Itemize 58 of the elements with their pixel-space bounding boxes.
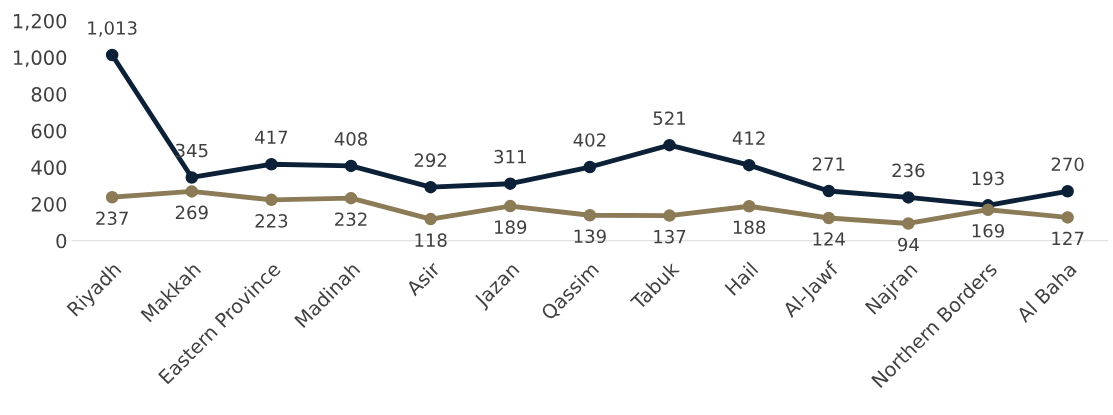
data-label: 118 — [415, 233, 447, 247]
data-label: 94 — [898, 237, 919, 252]
point — [583, 160, 597, 174]
point — [424, 212, 437, 226]
point — [583, 208, 597, 222]
point — [1061, 211, 1074, 224]
point — [185, 185, 199, 198]
point — [902, 191, 915, 204]
y-tick-label: 400 — [31, 160, 67, 176]
data-label: 139 — [574, 229, 606, 244]
point — [504, 199, 517, 213]
y-tick-label: 1,000 — [13, 50, 67, 68]
data-label: 193 — [972, 171, 1004, 186]
point — [265, 158, 278, 171]
point — [822, 184, 836, 198]
data-label: 127 — [1052, 231, 1084, 246]
data-label: 271 — [812, 157, 845, 171]
data-label: 137 — [654, 229, 686, 244]
data-label: 189 — [495, 220, 527, 234]
y-tick-label: 0 — [56, 233, 67, 249]
point — [663, 209, 676, 222]
data-label: 236 — [892, 163, 925, 178]
y-tick-label: 1,200 — [13, 13, 67, 31]
y-tick-label: 600 — [31, 123, 67, 139]
point — [663, 138, 676, 152]
y-tick-label: 200 — [31, 197, 67, 212]
data-label: 345 — [175, 143, 208, 158]
data-label: 402 — [573, 133, 606, 147]
data-label: 237 — [96, 211, 128, 226]
point — [742, 158, 756, 172]
point — [742, 199, 756, 213]
data-label: 169 — [972, 223, 1004, 238]
point — [344, 191, 358, 205]
point — [344, 159, 358, 173]
point — [504, 177, 517, 190]
data-label: 417 — [255, 130, 288, 144]
y-tick-label: 800 — [31, 87, 67, 102]
data-label: 412 — [732, 131, 765, 145]
point — [822, 211, 836, 225]
data-label: 232 — [335, 212, 367, 227]
data-label: 270 — [1051, 157, 1084, 172]
point — [105, 48, 119, 62]
point — [424, 180, 437, 194]
data-label: 188 — [733, 220, 766, 235]
point — [902, 217, 915, 230]
data-label: 292 — [414, 153, 447, 168]
point — [185, 171, 199, 184]
point — [981, 203, 995, 216]
data-label: 408 — [334, 132, 368, 146]
data-label: 521 — [653, 111, 686, 126]
data-label: 311 — [494, 149, 526, 164]
data-label: 223 — [255, 214, 288, 228]
data-label: 269 — [175, 205, 208, 220]
point — [1061, 184, 1074, 198]
point — [265, 193, 278, 207]
data-label: 124 — [813, 232, 845, 246]
data-label: 1,013 — [88, 21, 137, 37]
point — [105, 191, 119, 204]
